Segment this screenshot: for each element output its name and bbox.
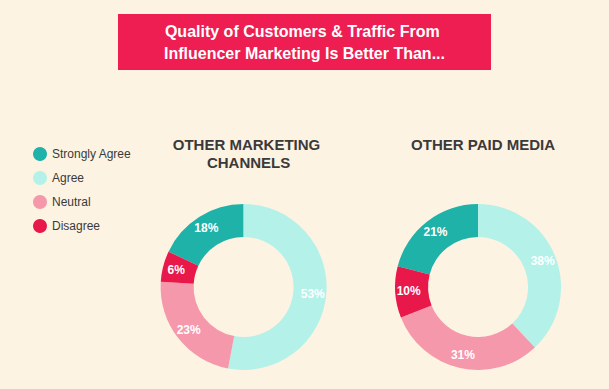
svg-text:Strongly Agree: Strongly Agree (52, 147, 131, 161)
svg-text:18%: 18% (194, 221, 218, 235)
svg-text:Influencer Marketing Is Better: Influencer Marketing Is Better Than... (164, 45, 445, 62)
svg-text:23%: 23% (177, 323, 201, 337)
svg-text:Agree: Agree (52, 171, 84, 185)
svg-text:53%: 53% (301, 287, 325, 301)
svg-text:31%: 31% (451, 348, 475, 362)
svg-text:Neutral: Neutral (52, 195, 91, 209)
svg-text:OTHER MARKETING: OTHER MARKETING (173, 136, 325, 153)
svg-text:Disagree: Disagree (52, 219, 100, 233)
svg-text:6%: 6% (168, 263, 186, 277)
svg-text:CHANNELS: CHANNELS (207, 154, 290, 171)
svg-text:21%: 21% (423, 225, 447, 239)
svg-text:38%: 38% (531, 254, 555, 268)
svg-text:Quality of Customers & Traffic: Quality of Customers & Traffic From (165, 23, 444, 40)
svg-text:OTHER PAID MEDIA: OTHER PAID MEDIA (411, 136, 555, 153)
svg-text:10%: 10% (397, 284, 421, 298)
